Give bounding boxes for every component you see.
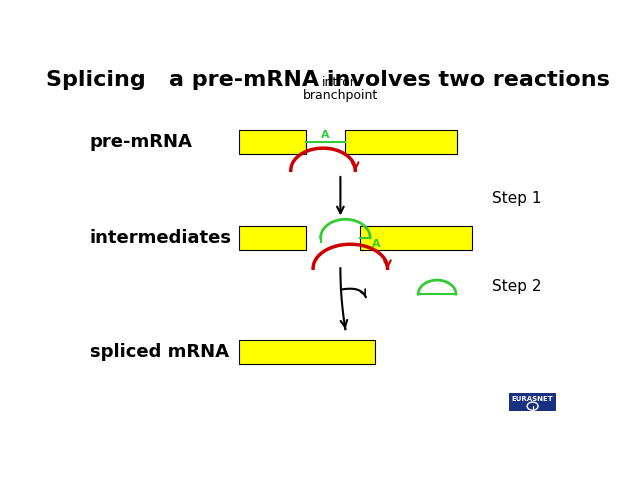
Text: branchpoint: branchpoint: [303, 89, 378, 102]
FancyBboxPatch shape: [360, 226, 472, 250]
Text: intermediates: intermediates: [90, 229, 232, 247]
FancyBboxPatch shape: [239, 226, 306, 250]
Text: pre-mRNA: pre-mRNA: [90, 132, 193, 151]
Text: A: A: [372, 239, 380, 249]
Text: Splicing   a pre-mRNA involves two reactions: Splicing a pre-mRNA involves two reactio…: [46, 70, 610, 90]
FancyBboxPatch shape: [239, 340, 375, 364]
FancyBboxPatch shape: [509, 393, 556, 410]
Text: spliced mRNA: spliced mRNA: [90, 343, 229, 361]
Text: EURASNET: EURASNET: [512, 396, 554, 402]
FancyBboxPatch shape: [346, 130, 457, 154]
Text: intron: intron: [322, 76, 358, 89]
Text: Step 2: Step 2: [492, 279, 541, 294]
FancyBboxPatch shape: [239, 130, 306, 154]
Text: A: A: [321, 130, 330, 140]
Text: Step 1: Step 1: [492, 191, 541, 205]
